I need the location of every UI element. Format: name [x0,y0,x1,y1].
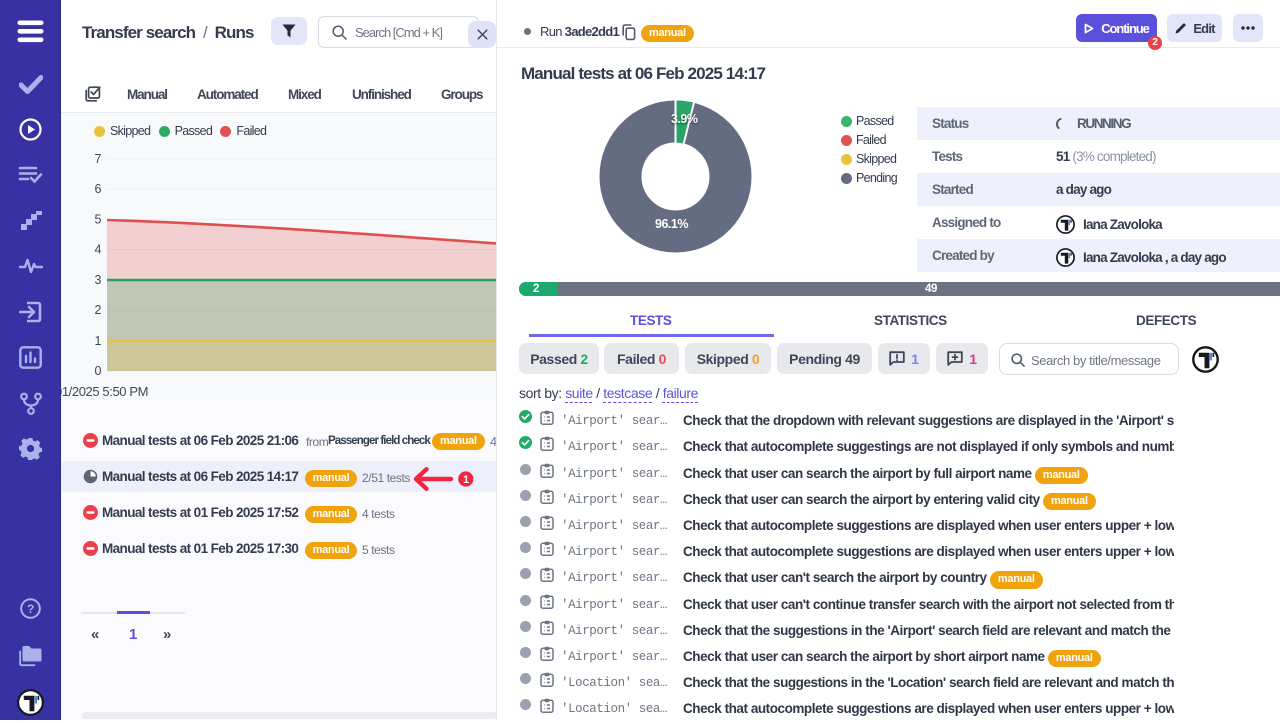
svg-text:1: 1 [463,474,469,486]
svg-text:0: 0 [94,364,101,378]
svg-text:2: 2 [94,303,101,317]
svg-text:1: 1 [94,334,101,348]
svg-text:4: 4 [94,243,101,257]
svg-text:6: 6 [94,182,101,196]
svg-text:3: 3 [94,273,101,287]
svg-text:7: 7 [94,152,101,166]
svg-text:5: 5 [94,213,101,227]
svg-text:?: ? [27,602,34,616]
